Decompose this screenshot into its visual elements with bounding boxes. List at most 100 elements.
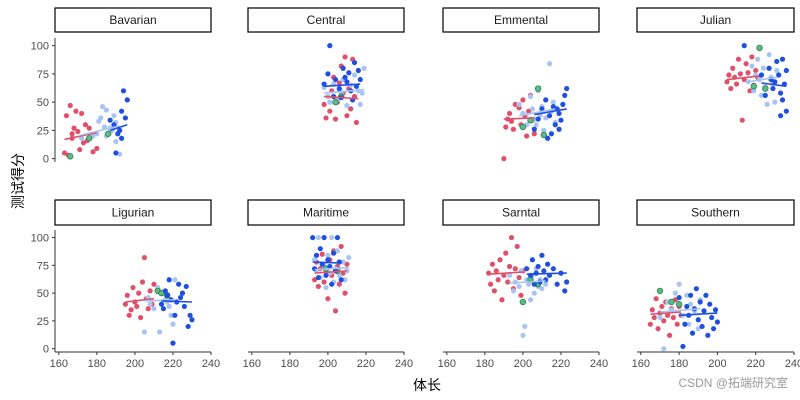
data-point-blue	[531, 281, 537, 287]
data-point-pink	[323, 115, 329, 121]
data-point-pink	[647, 321, 654, 327]
data-point-pink	[670, 314, 676, 321]
data-point-light_blue	[101, 124, 108, 130]
data-point-light_blue	[543, 115, 549, 121]
data-point-blue	[340, 65, 346, 71]
data-point-blue	[693, 286, 699, 292]
data-point-pink	[311, 277, 318, 283]
data-point-pink	[661, 318, 667, 324]
data-point-green	[534, 85, 542, 92]
data-point-blue	[310, 234, 316, 241]
data-point-pink	[659, 303, 665, 310]
x-tick-label: 220	[164, 358, 182, 370]
regression-line-blue	[761, 82, 787, 88]
data-point-blue	[357, 76, 363, 83]
data-point-pink	[342, 54, 348, 60]
data-point-blue	[779, 97, 786, 103]
data-point-blue	[776, 72, 782, 78]
data-point-light_blue	[170, 321, 176, 327]
data-point-blue	[541, 268, 547, 274]
data-point-blue	[550, 104, 556, 110]
regression-line-pink	[64, 131, 98, 141]
regression-line-blue	[324, 83, 361, 88]
data-point-pink	[61, 150, 68, 156]
data-point-pink	[730, 65, 736, 71]
regression-line-light_blue	[518, 108, 556, 117]
data-point-blue	[564, 279, 570, 285]
data-point-blue	[162, 288, 168, 294]
data-point-pink	[315, 283, 321, 290]
regression-line-pink	[324, 95, 359, 100]
data-point-light_blue	[342, 277, 348, 283]
data-point-blue	[323, 272, 329, 278]
data-point-blue	[682, 321, 688, 327]
data-point-light_blue	[760, 65, 766, 71]
regression-line-light_blue	[747, 76, 777, 83]
facet-strip-label: Southern	[691, 206, 740, 220]
data-point-light_blue	[527, 93, 534, 100]
data-point-pink	[321, 101, 327, 107]
facet-strip-label: Maritime	[303, 206, 349, 220]
data-point-pink	[655, 326, 661, 332]
data-point-blue	[321, 81, 327, 87]
x-tick-label: 220	[357, 358, 375, 370]
data-point-blue	[777, 90, 784, 96]
data-point-pink	[493, 268, 499, 274]
facet-panel-sarntal: Sarntal 160 180 200 220 240	[438, 199, 608, 370]
data-point-pink	[348, 106, 354, 112]
x-tick-label: 180	[281, 358, 299, 370]
facet-strip	[247, 199, 405, 226]
data-point-light_blue	[526, 281, 532, 287]
data-point-blue	[539, 106, 545, 112]
data-point-light_blue	[344, 102, 350, 109]
data-point-pink	[79, 110, 85, 117]
x-tick-label: 240	[395, 358, 413, 370]
data-point-blue	[332, 76, 339, 83]
data-point-light_blue	[531, 290, 537, 296]
data-point-light_blue	[688, 301, 694, 307]
data-point-light_blue	[361, 65, 367, 71]
data-point-blue	[783, 67, 789, 74]
data-point-blue	[701, 308, 707, 314]
x-tick-label: 200	[126, 358, 144, 370]
data-point-light_blue	[168, 312, 174, 318]
facet-strip-label: Bavarian	[109, 13, 156, 27]
data-point-light_blue	[151, 306, 157, 312]
data-point-blue	[317, 246, 323, 252]
data-point-pink	[77, 146, 83, 153]
regression-line-light_blue	[144, 298, 175, 302]
data-point-blue	[325, 71, 331, 77]
data-point-blue	[334, 234, 341, 241]
regression-line-pink	[488, 271, 523, 276]
data-point-blue	[118, 108, 125, 114]
data-point-light_blue	[672, 290, 678, 296]
data-point-light_blue	[141, 329, 148, 335]
data-point-pink	[122, 301, 128, 307]
data-point-blue	[181, 303, 187, 310]
data-point-blue	[327, 263, 333, 270]
data-point-blue	[556, 110, 562, 117]
x-tick-label: 200	[708, 358, 726, 370]
data-point-blue	[122, 115, 128, 121]
data-point-green	[332, 98, 339, 106]
data-point-blue	[766, 65, 772, 71]
data-point-blue	[187, 312, 193, 318]
data-point-pink	[145, 306, 151, 312]
data-point-pink	[739, 117, 745, 123]
data-point-light_blue	[684, 292, 690, 298]
data-point-blue	[688, 292, 694, 298]
data-point-green	[105, 130, 112, 137]
data-point-light_blue	[346, 254, 352, 261]
regression-line-blue	[679, 312, 718, 317]
y-tick-label: 25	[37, 125, 49, 137]
data-point-blue	[346, 70, 352, 76]
data-point-blue	[183, 283, 189, 290]
data-point-blue	[709, 314, 715, 321]
facet-strip	[442, 7, 600, 33]
regression-line-blue	[526, 272, 567, 276]
data-point-pink	[512, 101, 518, 107]
data-point-pink	[514, 243, 520, 250]
data-point-blue	[562, 92, 568, 98]
